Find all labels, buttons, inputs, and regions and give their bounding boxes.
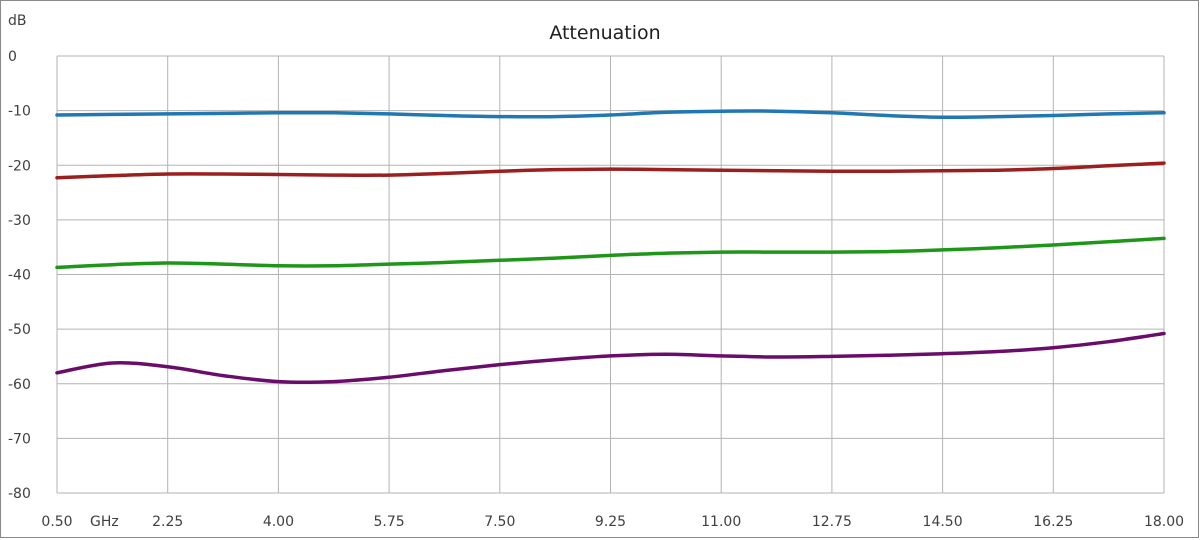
x-tick-label: 2.25 [152,514,183,530]
y-tick-label: -20 [8,158,31,174]
axis-tick-labels: 0 -10 -20 -30 -40 -50 -60 -70 -80 0.50 2.25 4.00 5.7… [8,49,1184,530]
series-line-1 [55,109,1166,119]
y-tick-label: -60 [8,377,31,393]
series-line-3 [55,236,1166,270]
x-tick-label: 16.25 [1033,514,1073,530]
x-tick-label: 14.50 [923,514,963,530]
series-line-4 [55,331,1166,384]
x-tick-label: 5.75 [374,514,405,530]
y-tick-label: -40 [8,268,31,284]
y-tick-label: -50 [8,322,31,338]
y-tick-label: -70 [8,431,31,447]
y-tick-label: -30 [8,213,31,229]
x-tick-label: 7.50 [484,514,515,530]
y-tick-label: -80 [8,486,31,502]
x-tick-label: 18.00 [1144,514,1184,530]
y-tick-label: -10 [8,104,31,120]
x-axis-unit-label: GHz [90,514,119,530]
x-tick-label: 4.00 [263,514,294,530]
x-tick-label: 12.75 [812,514,852,530]
grid-lines [56,55,1165,494]
chart-title: Attenuation [549,22,660,44]
y-axis-unit-label: dB [8,13,27,29]
x-tick-label: 11.00 [701,514,741,530]
x-tick-label: 9.25 [595,514,626,530]
y-tick-label: 0 [8,49,17,65]
series-line-2 [55,161,1166,180]
series-lines [55,109,1166,384]
x-tick-label: 0.50 [41,514,72,530]
